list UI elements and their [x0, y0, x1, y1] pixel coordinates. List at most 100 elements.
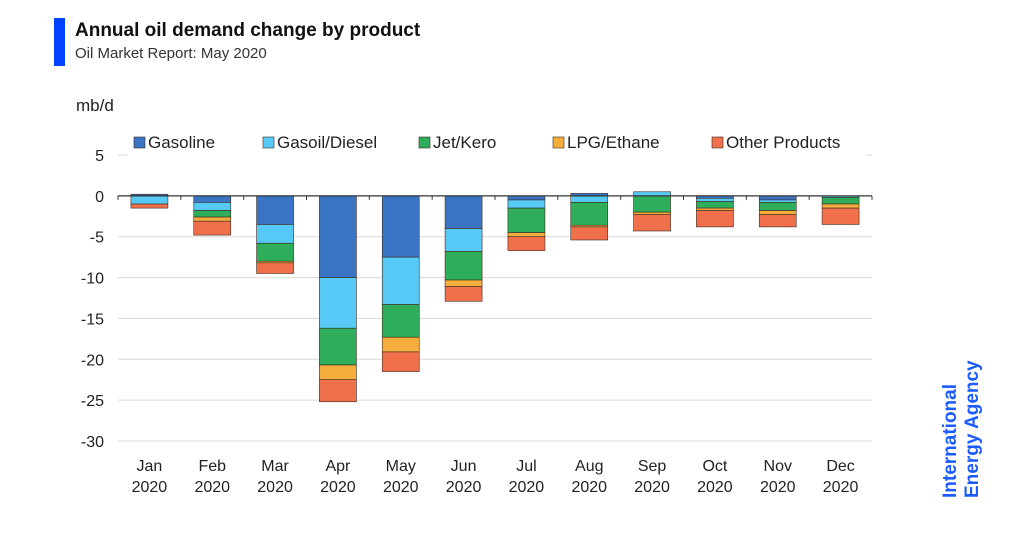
- x-tick-label-year: 2020: [823, 479, 859, 496]
- y-tick-label: 0: [95, 189, 104, 206]
- bar-segment: [444, 279, 483, 287]
- bar-segment: [758, 202, 797, 211]
- y-tick-label: -20: [81, 352, 104, 369]
- bar-segment: [821, 197, 860, 205]
- legend-label: Jet/Kero: [433, 133, 496, 152]
- x-tick-label-year: 2020: [634, 479, 670, 496]
- bar-segment: [256, 242, 294, 262]
- y-tick-label: -25: [81, 393, 104, 410]
- bar-segment: [507, 236, 546, 251]
- x-tick-label-month: Oct: [702, 458, 727, 475]
- x-tick-label-month: Apr: [325, 458, 351, 475]
- x-tick-label-month: Sep: [638, 458, 667, 475]
- x-tick-label-year: 2020: [257, 479, 293, 496]
- y-tick-label: 5: [95, 148, 104, 165]
- bar-segment: [633, 191, 671, 197]
- bar-segment: [381, 195, 420, 258]
- bar-segment: [758, 195, 797, 201]
- x-tick-label-month: Aug: [575, 458, 603, 475]
- bar-segment: [319, 364, 357, 381]
- bar-segment: [570, 195, 609, 203]
- bar-segment: [507, 232, 546, 238]
- bar-segment: [381, 256, 420, 305]
- bar-segment: [319, 327, 357, 366]
- x-tick-label-month: Jul: [516, 458, 536, 475]
- bar-segment: [256, 224, 294, 244]
- bar-segment: [319, 379, 357, 403]
- bar-segment: [193, 216, 232, 222]
- x-tick-label-month: Nov: [764, 458, 792, 475]
- bar-segment: [381, 351, 420, 372]
- x-tick-label-month: May: [386, 458, 416, 475]
- bar-segment: [507, 199, 546, 209]
- x-tick-label-month: Dec: [826, 458, 854, 475]
- x-tick-label-month: Jan: [137, 458, 163, 475]
- bar-segment: [507, 207, 546, 233]
- bar-segment: [193, 220, 232, 236]
- legend-label: LPG/Ethane: [567, 133, 660, 152]
- bar-segment: [758, 214, 797, 228]
- y-axis-unit-label: mb/d: [76, 96, 114, 115]
- x-tick-label-month: Mar: [261, 458, 289, 475]
- y-tick-label: -15: [81, 311, 104, 328]
- x-tick-label-year: 2020: [383, 479, 419, 496]
- y-tick-label: -5: [90, 230, 104, 247]
- bar-segment: [633, 214, 671, 232]
- x-tick-label-year: 2020: [320, 479, 356, 496]
- bar-segment: [130, 203, 169, 209]
- bar-segment: [821, 203, 860, 209]
- y-tick-label: -30: [81, 434, 104, 451]
- x-tick-label-month: Jun: [451, 458, 477, 475]
- legend-label: Gasoil/Diesel: [277, 133, 377, 152]
- bar-segment: [570, 226, 609, 241]
- bar-segment: [444, 251, 483, 281]
- bar-segment: [319, 277, 357, 329]
- legend-swatch: [262, 136, 275, 149]
- bar-segment: [193, 202, 232, 211]
- bar-segment: [633, 211, 671, 215]
- x-tick-label-year: 2020: [697, 479, 733, 496]
- x-tick-label-year: 2020: [760, 479, 796, 496]
- bar-segment: [570, 202, 609, 226]
- bar-segment: [193, 195, 232, 203]
- bar-segment: [444, 286, 483, 302]
- x-tick-label-year: 2020: [446, 479, 482, 496]
- bar-segment: [381, 304, 420, 338]
- chart-subtitle: Oil Market Report: May 2020: [75, 45, 267, 62]
- bar-segment: [256, 195, 294, 225]
- legend-label: Gasoline: [148, 133, 215, 152]
- legend-swatch: [418, 136, 431, 149]
- chart-title: Annual oil demand change by product: [75, 20, 421, 41]
- bar-segment: [696, 210, 734, 228]
- x-tick-label-month: Feb: [198, 458, 226, 475]
- brand-line-2: Energy Agency: [962, 360, 983, 498]
- bar-segment: [319, 195, 357, 278]
- bar-segment: [821, 207, 860, 225]
- legend-swatch: [133, 136, 146, 149]
- bar-segment: [696, 198, 734, 202]
- brand-line-1: International: [940, 384, 961, 498]
- legend-swatch: [711, 136, 724, 149]
- bar-segment: [193, 210, 232, 218]
- bar-segment: [696, 201, 734, 209]
- legend-swatch: [552, 136, 565, 149]
- bar-segment: [696, 207, 734, 211]
- bar-segment: [444, 195, 483, 229]
- bar-segment: [381, 336, 420, 353]
- bar-segment: [444, 228, 483, 252]
- x-tick-label-year: 2020: [571, 479, 607, 496]
- x-tick-label-year: 2020: [132, 479, 168, 496]
- bar-segment: [130, 195, 169, 205]
- bar-segment: [507, 195, 546, 201]
- title-accent-bar: [54, 18, 65, 66]
- legend-background: [128, 131, 866, 157]
- y-tick-label: -10: [81, 271, 104, 288]
- bar-segment: [633, 195, 671, 213]
- x-tick-label-year: 2020: [194, 479, 230, 496]
- iea-logo: International Energy Agency: [940, 360, 983, 498]
- legend-label: Other Products: [726, 133, 840, 152]
- bar-segment: [758, 199, 797, 203]
- x-tick-label-year: 2020: [509, 479, 545, 496]
- bar-segment: [758, 210, 797, 215]
